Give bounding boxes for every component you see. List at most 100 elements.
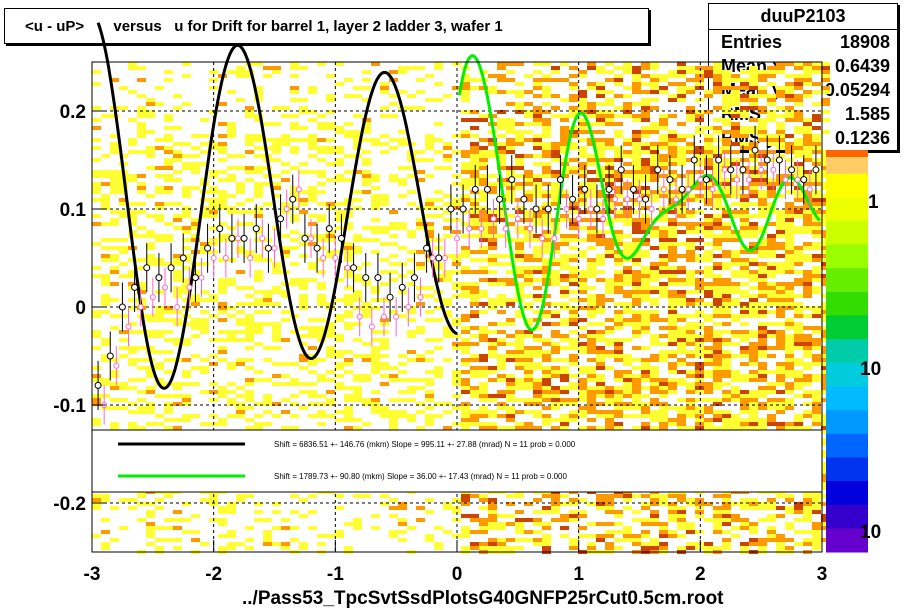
heatmap-cell [650, 166, 659, 170]
heatmap-cell [614, 114, 623, 118]
heatmap-cell [524, 102, 533, 106]
heatmap-cell [101, 254, 110, 258]
heatmap-cell [659, 122, 668, 126]
heatmap-cell [551, 314, 560, 318]
heatmap-cell [632, 78, 641, 82]
heatmap-cell [308, 242, 317, 246]
heatmap-cell [506, 418, 515, 422]
heatmap-cell [236, 286, 245, 290]
heatmap-cell [362, 118, 371, 122]
heatmap-cell [479, 506, 488, 510]
heatmap-cell [704, 190, 713, 194]
heatmap-cell [686, 398, 695, 402]
heatmap-cell [704, 358, 713, 362]
heatmap-cell [785, 342, 794, 346]
heatmap-cell [380, 342, 389, 346]
heatmap-cell [542, 510, 551, 514]
heatmap-cell [767, 102, 776, 106]
heatmap-cell [812, 138, 821, 142]
heatmap-cell [686, 542, 695, 546]
heatmap-cell [506, 410, 515, 414]
heatmap-cell [542, 214, 551, 218]
heatmap-cell [686, 326, 695, 330]
heatmap-cell [605, 418, 614, 422]
heatmap-cell [812, 378, 821, 382]
heatmap-cell [173, 274, 182, 278]
heatmap-cell [245, 394, 254, 398]
heatmap-cell [227, 414, 236, 418]
heatmap-cell [650, 106, 659, 110]
heatmap-cell [389, 530, 398, 534]
heatmap-cell [659, 494, 668, 498]
heatmap-cell [812, 362, 821, 366]
heatmap-cell [677, 206, 686, 210]
heatmap-cell [650, 194, 659, 198]
heatmap-cell [596, 278, 605, 282]
heatmap-cell [218, 198, 227, 202]
heatmap-cell [407, 250, 416, 254]
heatmap-cell [479, 522, 488, 526]
heatmap-cell [668, 318, 677, 322]
heatmap-cell [488, 238, 497, 242]
heatmap-cell [317, 238, 326, 242]
heatmap-cell [686, 390, 695, 394]
heatmap-cell [596, 366, 605, 370]
heatmap-cell [794, 166, 803, 170]
heatmap-cell [704, 150, 713, 154]
heatmap-cell [344, 78, 353, 82]
heatmap-cell [146, 130, 155, 134]
heatmap-cell [371, 206, 380, 210]
heatmap-cell [272, 346, 281, 350]
heatmap-cell [551, 406, 560, 410]
heatmap-cell [632, 102, 641, 106]
heatmap-cell [272, 122, 281, 126]
heatmap-cell [560, 98, 569, 102]
heatmap-cell [497, 278, 506, 282]
heatmap-cell [515, 242, 524, 246]
heatmap-cell [704, 422, 713, 426]
heatmap-cell [596, 362, 605, 366]
heatmap-cell [632, 138, 641, 142]
heatmap-cell [92, 186, 101, 190]
heatmap-cell [704, 250, 713, 254]
heatmap-cell [695, 302, 704, 306]
heatmap-cell [542, 150, 551, 154]
heatmap-cell [317, 358, 326, 362]
heatmap-cell [434, 150, 443, 154]
heatmap-cell [596, 270, 605, 274]
heatmap-cell [344, 246, 353, 250]
heatmap-cell [173, 518, 182, 522]
heatmap-cell [695, 158, 704, 162]
heatmap-cell [488, 398, 497, 402]
heatmap-cell [371, 142, 380, 146]
heatmap-cell [416, 178, 425, 182]
heatmap-cell [560, 258, 569, 262]
heatmap-cell [542, 202, 551, 206]
heatmap-cell [335, 130, 344, 134]
heatmap-cell [803, 174, 812, 178]
heatmap-cell [236, 202, 245, 206]
heatmap-cell [623, 374, 632, 378]
heatmap-cell [506, 334, 515, 338]
heatmap-cell [515, 186, 524, 190]
heatmap-cell [776, 290, 785, 294]
heatmap-cell [524, 258, 533, 262]
heatmap-cell [272, 334, 281, 338]
heatmap-cell [731, 142, 740, 146]
heatmap-cell [200, 242, 209, 246]
heatmap-cell [785, 526, 794, 530]
heatmap-cell [758, 402, 767, 406]
heatmap-cell [803, 410, 812, 414]
heatmap-cell [425, 258, 434, 262]
heatmap-cell [659, 218, 668, 222]
heatmap-cell [713, 334, 722, 338]
heatmap-cell [155, 206, 164, 210]
heatmap-cell [326, 234, 335, 238]
heatmap-cell [470, 514, 479, 518]
heatmap-cell [362, 122, 371, 126]
heatmap-cell [173, 278, 182, 282]
heatmap-cell [812, 142, 821, 146]
heatmap-cell [137, 114, 146, 118]
heatmap-cell [785, 318, 794, 322]
